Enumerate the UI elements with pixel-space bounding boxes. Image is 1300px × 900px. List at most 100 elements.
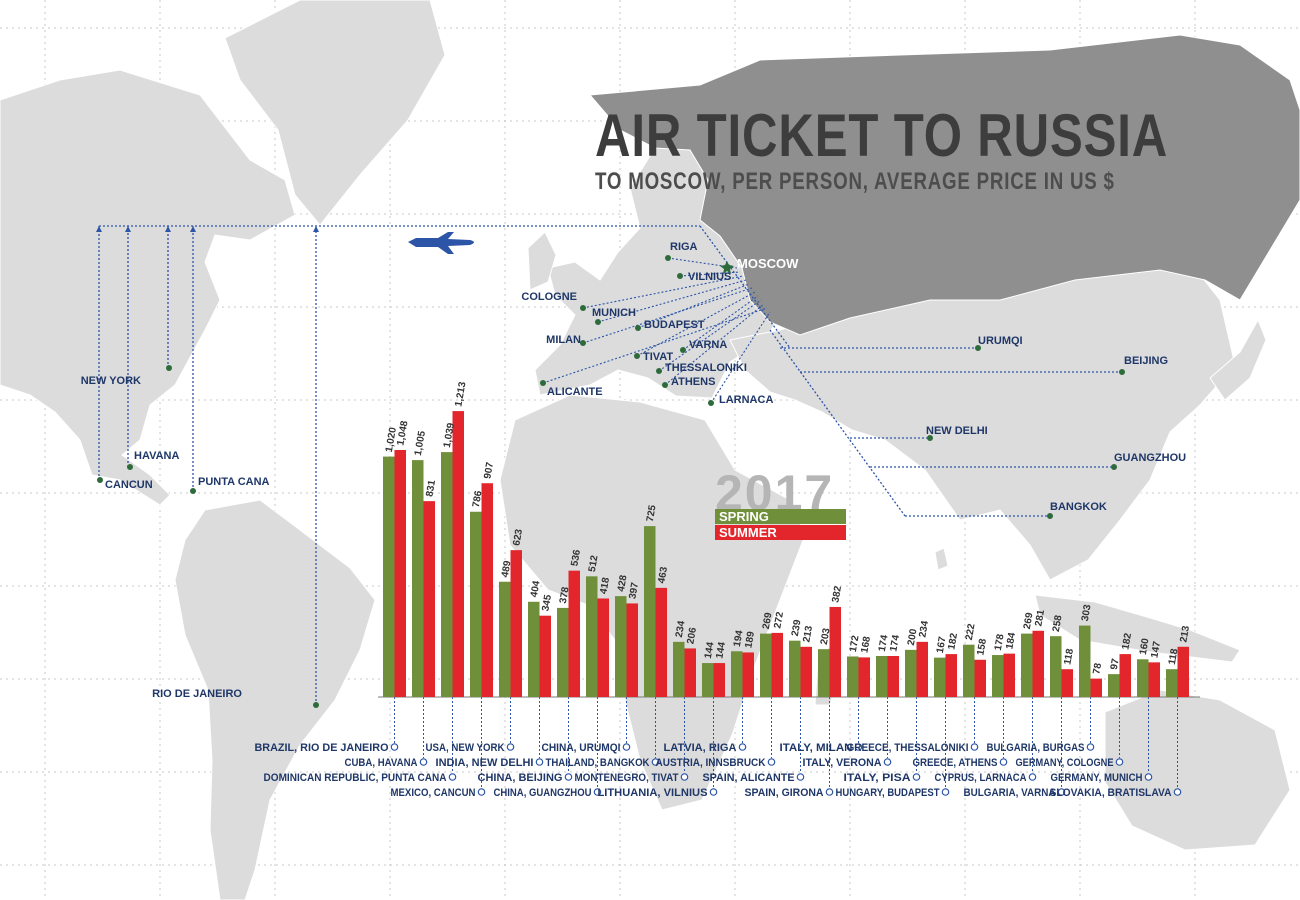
bar-spring-greece-thessaloniki (963, 644, 975, 697)
city-label-athens: ATHENS (671, 376, 715, 388)
connector-dot-slovakia-bratislava (1173, 788, 1182, 796)
value-label-spring-italy-pisa: 200 (906, 628, 920, 647)
bar-spring-hungary-budapest (934, 657, 946, 697)
bar-spring-dominican-republic-punta-cana (441, 452, 453, 697)
value-label-summer-bulgaria-burgas: 78 (1091, 662, 1104, 675)
bar-summer-cyprus-larnaca (1032, 630, 1044, 697)
bar-summer-greece-thessaloniki (974, 659, 986, 697)
australia-landmass (1104, 689, 1291, 851)
route-alicante (542, 307, 768, 384)
city-label-rio-de-janeiro: RIO DE JANEIRO (152, 688, 242, 700)
bar-summer-germany-munich (1148, 662, 1160, 697)
category-label-usa-new-york: USA, NEW YORK (426, 742, 505, 754)
value-label-spring-germany-cologne: 97 (1109, 657, 1122, 670)
city-dot-tivat (634, 353, 640, 359)
value-label-spring-brazil-rio-de-janeiro: 1,020 (384, 426, 399, 453)
route-varna (682, 295, 759, 351)
route-arrow-rio-de-janeiro (313, 226, 319, 232)
connector-dot-germany-cologne (1115, 758, 1124, 766)
city-dot-bangkok (1047, 513, 1053, 519)
city-label-vilnius: VILNIUS (688, 271, 731, 283)
bar-spring-bulgaria-varna (1050, 636, 1062, 697)
route-cologne (582, 275, 744, 309)
label-connectors (390, 697, 1182, 796)
category-label-china-guangzhou: CHINA, GUANGZHOU (494, 787, 592, 799)
bar-summer-thailand-bangkok (655, 587, 667, 697)
city-label-havana: HAVANA (134, 450, 179, 462)
bar-spring-cyprus-larnaca (1021, 633, 1033, 697)
city-dot-urumqi (975, 345, 981, 351)
bar-summer-dominican-republic-punta-cana (452, 411, 464, 697)
city-label-bangkok: BANGKOK (1050, 501, 1107, 513)
city-label-budapest: BUDAPEST (644, 319, 705, 331)
north-america-landmass (0, 69, 296, 506)
indonesia-landmass (1034, 594, 1241, 663)
airplane-icon (408, 232, 474, 254)
bar-summer-germany-cologne (1119, 654, 1131, 697)
city-label-milan: MILAN (546, 334, 581, 346)
route-thessaloniki (658, 299, 762, 372)
connector-dot-hungary-budapest (941, 788, 950, 796)
bar-summer-china-guangzhou (597, 598, 609, 697)
category-label-spain-alicante: SPAIN, ALICANTE (703, 772, 795, 784)
city-dot-rio-de-janeiro (313, 702, 319, 708)
bar-spring-italy-pisa (905, 649, 917, 697)
category-label-dominican-republic-punta-cana: DOMINICAN REPUBLIC, PUNTA CANA (264, 772, 447, 784)
value-label-spring-italy-verona: 174 (877, 634, 891, 653)
value-label-summer-latvia-riga: 189 (743, 630, 757, 649)
route-arrow-new-york (165, 226, 171, 232)
city-label-punta-cana: PUNTA CANA (198, 476, 270, 488)
bar-summer-italy-pisa (916, 641, 928, 697)
category-label-lithuania-vilnius: LITHUANIA, VILNIUS (598, 787, 708, 799)
value-label-summer-india-new-delhi: 345 (540, 593, 554, 612)
connector-dot-spain-girona (825, 788, 834, 796)
star-icon (720, 261, 734, 274)
connector-dot-china-beijing (564, 773, 573, 781)
city-label-riga: RIGA (670, 241, 698, 253)
city-dot-beijing (1119, 369, 1125, 375)
value-label-spring-mexico-cancun: 786 (471, 489, 485, 508)
japan-landmass (1209, 318, 1267, 401)
route-arrow-havana (125, 226, 131, 232)
chart-title: AIR TICKET TO RUSSIA (595, 102, 1169, 169)
bar-summer-italy-verona (887, 655, 899, 697)
bar-summer-brazil-rio-de-janeiro (394, 449, 406, 697)
bar-summer-china-beijing (568, 570, 580, 697)
value-label-summer-slovakia-bratislava: 213 (1178, 625, 1192, 644)
city-dot-thessaloniki (656, 368, 662, 374)
value-label-summer-italy-pisa: 234 (917, 620, 931, 639)
value-label-summer-brazil-rio-de-janeiro: 1,048 (395, 420, 410, 447)
connector-dot-bulgaria-burgas (1086, 743, 1095, 751)
bar-summer-slovakia-bratislava (1177, 646, 1189, 697)
bar-spring-slovakia-bratislava (1166, 669, 1178, 697)
connector-dot-lithuania-vilnius (709, 788, 718, 796)
connector-dot-brazil-rio-de-janeiro (390, 743, 399, 751)
value-label-spring-dominican-republic-punta-cana: 1,039 (442, 422, 457, 449)
sri-lanka-landmass (934, 547, 949, 571)
connector-dot-dominican-republic-punta-cana (448, 773, 457, 781)
bar-summer-italy-milan (858, 657, 870, 697)
city-label-cancun: CANCUN (105, 479, 153, 491)
value-label-summer-cyprus-larnaca: 281 (1033, 609, 1047, 628)
value-label-spring-hungary-budapest: 167 (935, 635, 949, 654)
connector-dot-italy-verona (883, 758, 892, 766)
bar-summer-spain-alicante (800, 646, 812, 697)
bar-summer-hungary-budapest (945, 654, 957, 697)
value-label-spring-cuba-havana: 1,005 (413, 430, 428, 457)
connector-dot-montenegro-tivat (680, 773, 689, 781)
category-label-mexico-cancun: MEXICO, CANCUN (391, 787, 476, 799)
value-label-spring-cyprus-larnaca: 269 (1022, 611, 1036, 630)
bar-spring-bulgaria-burgas (1079, 625, 1091, 697)
bar-spring-italy-verona (876, 655, 888, 697)
value-label-spring-slovakia-bratislava: 118 (1167, 647, 1181, 665)
city-dot-athens (662, 382, 668, 388)
category-label-latvia-riga: LATVIA, RIGA (664, 742, 737, 754)
bar-chart (378, 411, 1200, 698)
value-label-spring-spain-alicante: 239 (790, 618, 804, 637)
category-label-india-new-delhi: INDIA, NEW DELHI (436, 757, 534, 769)
category-label-bulgaria-burgas: BULGARIA, BURGAS (987, 742, 1085, 754)
legend-summer: SUMMER (715, 525, 846, 540)
value-label-spring-india-new-delhi: 404 (529, 580, 543, 599)
